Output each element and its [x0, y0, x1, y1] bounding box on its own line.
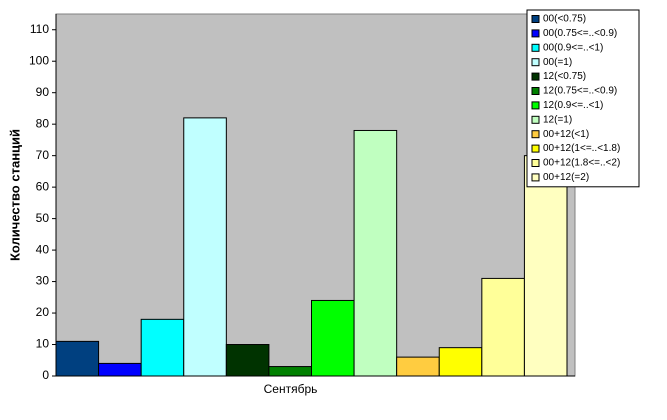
bar — [55, 340, 100, 377]
legend-swatch — [531, 115, 540, 124]
legend: 00(<0.75) 00(0.75<=..<0.9) 00(0.9<=..<1) 00… — [526, 9, 640, 188]
y-tick-label: 40 — [36, 242, 50, 256]
legend-swatch — [531, 144, 540, 153]
y-tick-label: 20 — [36, 305, 50, 319]
legend-label: 00(<0.75) — [543, 14, 586, 25]
y-tick-label: 70 — [36, 148, 50, 162]
legend-label: 00+12(1<=..<1.8) — [543, 143, 620, 154]
y-axis-title: Количество станций — [7, 129, 22, 261]
bar — [311, 299, 355, 377]
y-tick-label: 30 — [36, 274, 50, 288]
legend-swatch — [531, 87, 540, 95]
legend-swatch — [531, 15, 540, 23]
y-tick-label: 10 — [36, 337, 50, 351]
y-tick-label: 100 — [29, 53, 49, 67]
legend-label: 00(0.9<=..<1) — [543, 42, 603, 53]
legend-label: 12(0.75<=..<0.9) — [543, 86, 617, 97]
y-tick-label: 80 — [36, 116, 50, 130]
bar — [396, 356, 440, 377]
legend-label: 12(<0.75) — [543, 71, 586, 82]
legend-label: 00+12(<1) — [543, 129, 589, 140]
legend-label: 00+12(1.8<=..<2) — [543, 158, 620, 169]
legend-swatch — [531, 29, 540, 38]
y-tick-label: 0 — [42, 368, 49, 382]
legend-label: 12(0.9<=..<1) — [543, 100, 603, 111]
bar — [225, 344, 270, 377]
legend-swatch — [531, 159, 540, 167]
x-tick-label: Сентябрь — [264, 382, 318, 396]
bar — [481, 277, 525, 377]
bar — [183, 117, 227, 377]
legend-swatch — [531, 72, 540, 81]
bar — [140, 318, 185, 377]
legend-swatch — [531, 173, 540, 182]
bar — [523, 155, 568, 377]
y-tick-label: 60 — [36, 179, 50, 193]
legend-label: 00+12(=2) — [543, 172, 589, 183]
legend-swatch — [531, 43, 540, 52]
legend-swatch — [531, 58, 540, 67]
y-tick-label: 90 — [36, 85, 50, 99]
bar — [98, 362, 142, 377]
legend-label: 12(=1) — [543, 114, 572, 125]
legend-label: 00(=1) — [543, 57, 572, 68]
legend-swatch — [531, 130, 540, 139]
bar — [268, 366, 312, 377]
y-tick-label: 110 — [30, 22, 49, 36]
bar — [353, 129, 398, 377]
legend-box — [526, 9, 640, 188]
legend-label: 00(0.75<=..<0.9) — [543, 28, 617, 39]
bar — [438, 347, 483, 377]
legend-swatch — [531, 101, 540, 110]
y-tick-label: 50 — [36, 211, 50, 225]
